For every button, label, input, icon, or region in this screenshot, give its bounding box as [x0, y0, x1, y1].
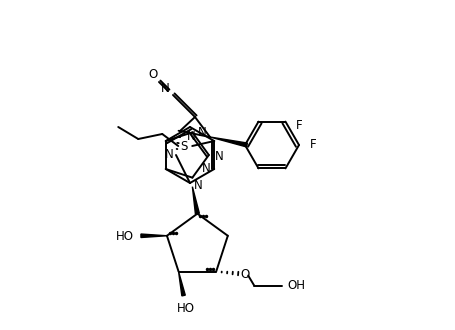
Text: S: S — [180, 140, 187, 152]
Text: O: O — [148, 69, 157, 82]
Text: HO: HO — [116, 230, 134, 243]
Text: N: N — [164, 148, 173, 160]
Polygon shape — [141, 234, 167, 238]
Text: N: N — [197, 126, 206, 139]
Text: N: N — [186, 129, 195, 143]
Text: F: F — [309, 139, 316, 151]
Text: N: N — [214, 150, 223, 163]
Polygon shape — [210, 137, 247, 147]
Text: N: N — [193, 179, 202, 192]
Text: O: O — [240, 268, 249, 281]
Text: N: N — [202, 162, 210, 176]
Polygon shape — [178, 272, 185, 296]
Polygon shape — [192, 187, 199, 214]
Text: HO: HO — [176, 302, 194, 315]
Text: F: F — [296, 119, 302, 132]
Text: OH: OH — [287, 279, 304, 292]
Text: N: N — [160, 82, 169, 94]
